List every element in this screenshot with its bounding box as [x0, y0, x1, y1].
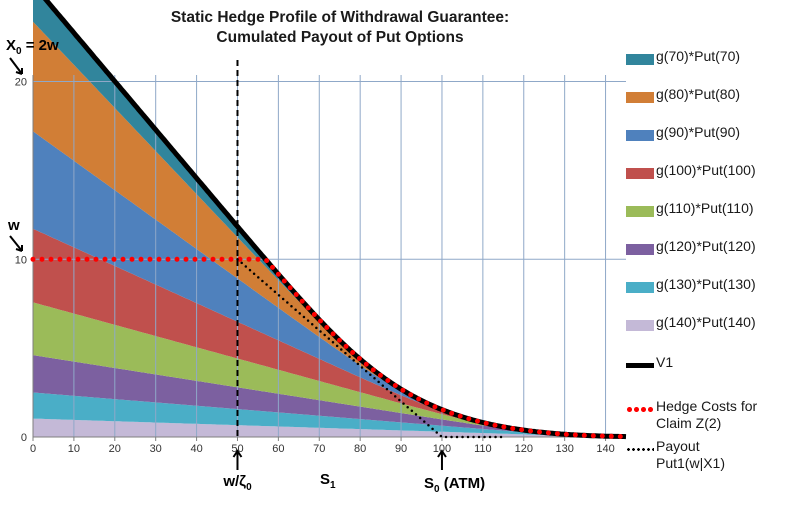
x-tick-label-80: 80: [354, 443, 366, 455]
legend-item: Payout Put1(w|X1): [626, 438, 725, 471]
area-g(100)*Put(100): [33, 228, 626, 437]
arrow-w: [9, 235, 23, 252]
legend-label: g(90)*Put(90): [656, 124, 741, 140]
chart-title-line2: Cumulated Payout of Put Options: [216, 29, 464, 46]
area-g(130)*Put(130): [33, 392, 626, 437]
annot-w-over-zeta: w/ζ0: [222, 473, 252, 493]
x-tick-label-140: 140: [596, 443, 614, 455]
y-tick-label-20: 20: [15, 77, 27, 89]
line-payout: [236, 258, 505, 439]
legend-label: g(80)*Put(80): [656, 86, 741, 102]
area-g(140)*Put(140): [33, 418, 626, 437]
annot-x0: X0 = 2w: [6, 37, 59, 57]
x-tick-label-10: 10: [68, 443, 80, 455]
legend-label: g(120)*Put(120): [656, 238, 756, 254]
area-g(120)*Put(120): [33, 355, 626, 437]
legend-swatch: [626, 320, 654, 331]
legend-item: g(100)*Put(100): [626, 162, 756, 190]
legend-item: g(120)*Put(120): [626, 238, 756, 266]
arrow-x0: [9, 57, 23, 75]
x-tick-label-120: 120: [515, 443, 533, 455]
y-tick-label-0: 0: [21, 432, 27, 444]
legend-swatch: [626, 282, 654, 293]
legend-label: Hedge Costs for Claim Z(2): [656, 398, 758, 431]
legend-line-swatch: [626, 360, 654, 371]
legend-line-swatch: [626, 404, 654, 415]
x-tick-label-0: 0: [30, 443, 36, 455]
chart-title: Static Hedge Profile of Withdrawal Guara…: [170, 8, 510, 48]
line-V1: [42, 0, 627, 440]
arrow-w-over-zeta-head: [232, 449, 243, 458]
legend-item: g(140)*Put(140): [626, 314, 756, 342]
legend-label: V1: [656, 354, 674, 370]
legend-label: g(110)*Put(110): [656, 200, 754, 216]
legend-swatch: [626, 130, 654, 141]
legend-swatch: [626, 206, 654, 217]
line-hedge-costs: [30, 256, 629, 440]
legend-item: V1: [626, 354, 673, 382]
overlay-lines: [30, 0, 629, 440]
x-tick-label-40: 40: [190, 443, 202, 455]
legend-label: Payout Put1(w|X1): [656, 438, 725, 471]
legend-swatch: [626, 54, 654, 65]
legend-label: g(130)*Put(130): [656, 276, 756, 292]
legend-item: g(70)*Put(70): [626, 48, 740, 76]
arrow-w-head: [15, 245, 23, 252]
legend-item: Hedge Costs for Claim Z(2): [626, 398, 757, 431]
x-tick-label-90: 90: [395, 443, 407, 455]
legend-swatch: [626, 244, 654, 255]
chart-title-line1: Static Hedge Profile of Withdrawal Guara…: [170, 9, 510, 26]
legend-item: g(90)*Put(90): [626, 124, 740, 152]
legend-item: g(130)*Put(130): [626, 276, 756, 304]
axes: 0 10 20 30 40 50 60 70 80 90 100 110 120 130 140 0 10 20: [15, 75, 626, 455]
y-tick-label-10: 10: [15, 254, 27, 266]
legend-label: g(100)*Put(100): [656, 162, 756, 178]
legend-item: g(110)*Put(110): [626, 200, 754, 228]
annot-w: w: [7, 217, 20, 234]
legend-swatch: [626, 92, 654, 103]
x-tick-label-100: 100: [433, 443, 451, 455]
arrow-s0-head: [437, 449, 447, 458]
x-tick-label-70: 70: [313, 443, 325, 455]
x-tick-label-60: 60: [272, 443, 284, 455]
x-tick-label-20: 20: [109, 443, 121, 455]
area-g(110)*Put(110): [33, 302, 626, 437]
x-tick-label-110: 110: [474, 443, 492, 455]
legend-label: g(70)*Put(70): [656, 48, 741, 64]
legend-line-swatch: [626, 444, 654, 455]
legend-item: g(80)*Put(80): [626, 86, 740, 114]
stacked-areas: [33, 0, 626, 437]
annotations: X0 = 2w w w/ζ0 S0 (ATM) S1: [6, 37, 485, 495]
x-tick-label-30: 30: [150, 443, 162, 455]
x-axis-label-s1: S1: [320, 471, 336, 491]
grid-lines: [33, 75, 626, 437]
x-tick-label-130: 130: [555, 443, 573, 455]
legend-swatch: [626, 168, 654, 179]
annot-s0: S0 (ATM): [424, 475, 485, 495]
arrow-x0-head: [15, 68, 23, 75]
x-tick-label-50: 50: [231, 443, 243, 455]
legend-label: g(140)*Put(140): [656, 314, 756, 330]
